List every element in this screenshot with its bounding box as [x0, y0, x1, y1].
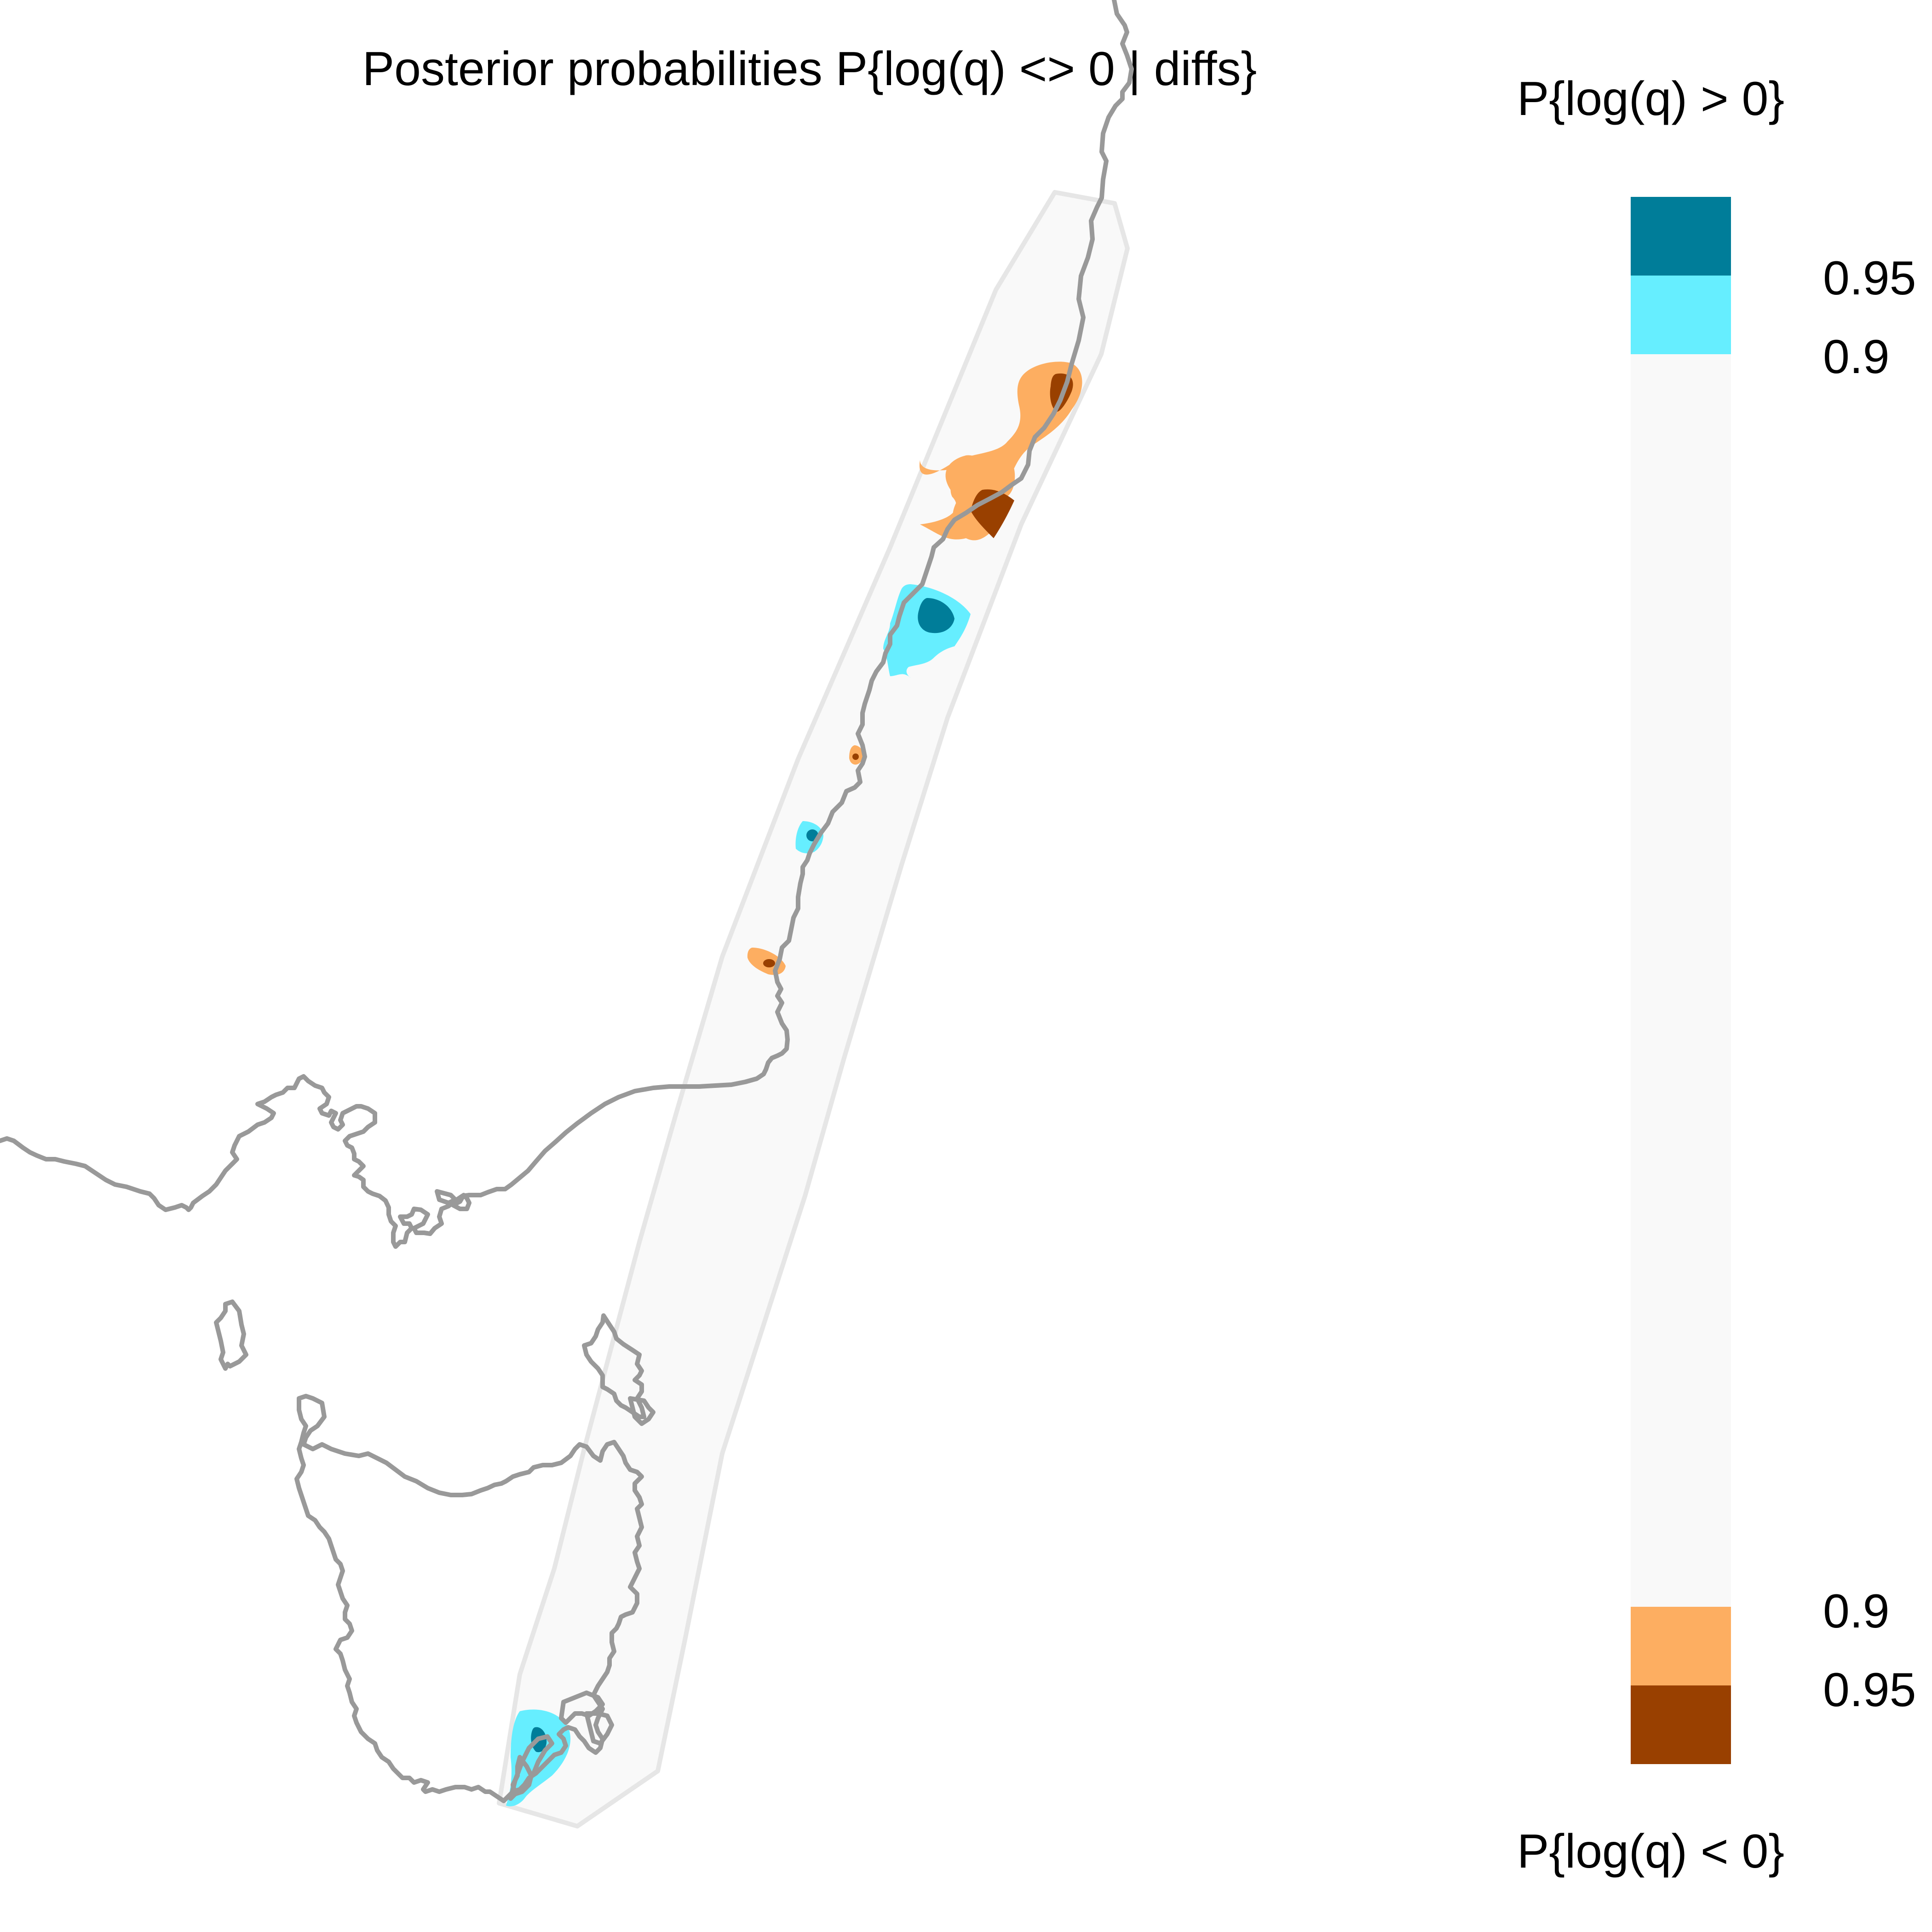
region-low-095-small-2 — [763, 959, 775, 967]
legend-tick-low-095: 0.95 — [1823, 1663, 1916, 1717]
legend-tick-low-09: 0.9 — [1823, 1585, 1890, 1638]
phillip-island — [435, 1189, 458, 1205]
legend-swatch-middle — [1631, 354, 1731, 1607]
tasman-peninsula — [584, 1711, 614, 1746]
habitat-region — [497, 190, 1130, 1828]
coastlines — [0, 0, 1134, 1803]
legend: P{log(q) > 0} 0.95 0.9 0.9 0.95 P{log(q)… — [1517, 72, 1916, 1878]
legend-swatch-high-095 — [1631, 197, 1731, 276]
legend-tick-high-095: 0.95 — [1823, 252, 1916, 305]
king-island — [214, 1300, 248, 1371]
legend-tick-high-09: 0.9 — [1823, 330, 1890, 384]
legend-swatch-high-09 — [1631, 276, 1731, 354]
legend-swatch-low-095 — [1631, 1685, 1731, 1764]
cape-barren-island — [628, 1396, 656, 1426]
region-high-095-central — [918, 598, 954, 633]
legend-swatch-low-09 — [1631, 1607, 1731, 1685]
legend-bottom-label: P{log(q) < 0} — [1517, 1825, 1784, 1878]
bruny-island — [511, 1755, 534, 1796]
westernport-inlet — [451, 1193, 472, 1211]
tasmania-coastline — [294, 1394, 644, 1803]
map-title: Posterior probabilities P{log(q) <> 0 | … — [362, 42, 1257, 96]
legend-top-label: P{log(q) > 0} — [1517, 72, 1784, 126]
region-low-095-small-1 — [852, 753, 859, 760]
